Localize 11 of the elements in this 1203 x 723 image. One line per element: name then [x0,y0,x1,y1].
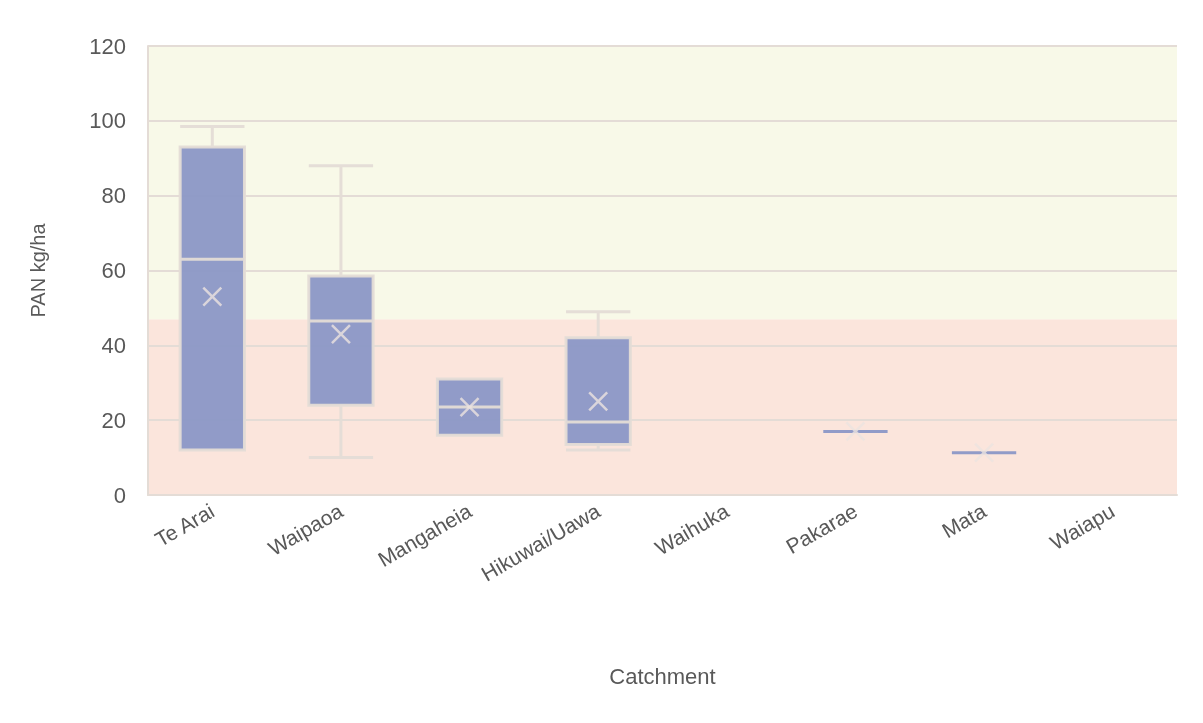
y-tick-label: 0 [113,482,126,508]
y-tick-label: 20 [101,407,126,433]
x-tick-label: Te Arai [151,499,219,552]
x-axis-title: Catchment [609,663,716,689]
y-tick-label: 60 [101,258,126,283]
x-tick-label: Mata [937,498,991,543]
y-tick-label: 40 [101,332,126,358]
y-axis-title: PAN kg/ha [27,222,49,318]
y-tick-label: 80 [101,183,126,209]
y-tick-label: 120 [89,33,126,59]
y-tick-label: 100 [89,108,126,134]
